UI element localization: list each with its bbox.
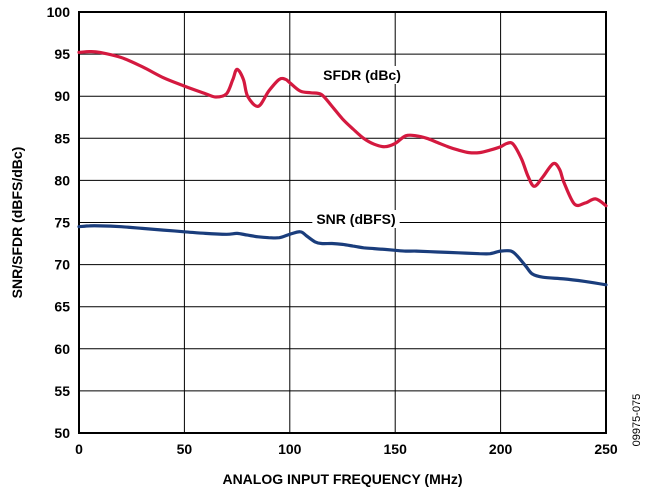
x-tick-label: 0	[75, 441, 83, 457]
y-tick-label: 80	[54, 172, 70, 188]
y-tick-label: 50	[54, 425, 70, 441]
snr-label-bg	[312, 210, 400, 228]
sfdr-line	[77, 49, 608, 208]
x-tick-label: 200	[489, 441, 513, 457]
x-tick-label: 150	[384, 441, 408, 457]
y-tick-label: 70	[54, 257, 70, 273]
plot-frame	[78, 11, 607, 434]
x-tick-label: 100	[278, 441, 302, 457]
series-labels: SFDR (dBc) SNR (dBFS)	[312, 66, 405, 228]
snr-label: SNR (dBFS)	[316, 211, 395, 227]
y-tick-label: 95	[54, 46, 70, 62]
x-tick-label: 50	[177, 441, 193, 457]
snr-line	[77, 224, 608, 287]
y-tick-label: 60	[54, 341, 70, 357]
figure-id: 09975-075	[631, 394, 643, 447]
sfdr-label-bg	[319, 66, 405, 84]
y-tick-label: 100	[47, 4, 71, 20]
x-axis-title: ANALOG INPUT FREQUENCY (MHz)	[222, 471, 462, 487]
sfdr-label: SFDR (dBc)	[323, 67, 401, 83]
x-tick-labels: 0 50 100 150 200 250	[75, 441, 618, 457]
series-lines	[77, 49, 608, 287]
y-tick-label: 90	[54, 88, 70, 104]
y-tick-labels: 50 55 60 65 70 75 80 85 90 95 100	[47, 4, 71, 441]
y-tick-label: 75	[54, 215, 70, 231]
y-tick-label: 85	[54, 130, 70, 146]
x-tick-label: 250	[594, 441, 618, 457]
y-axis-title: SNR/SFDR (dBFS/dBc)	[9, 147, 25, 299]
y-tick-label: 55	[54, 383, 70, 399]
y-tick-label: 65	[54, 299, 70, 315]
